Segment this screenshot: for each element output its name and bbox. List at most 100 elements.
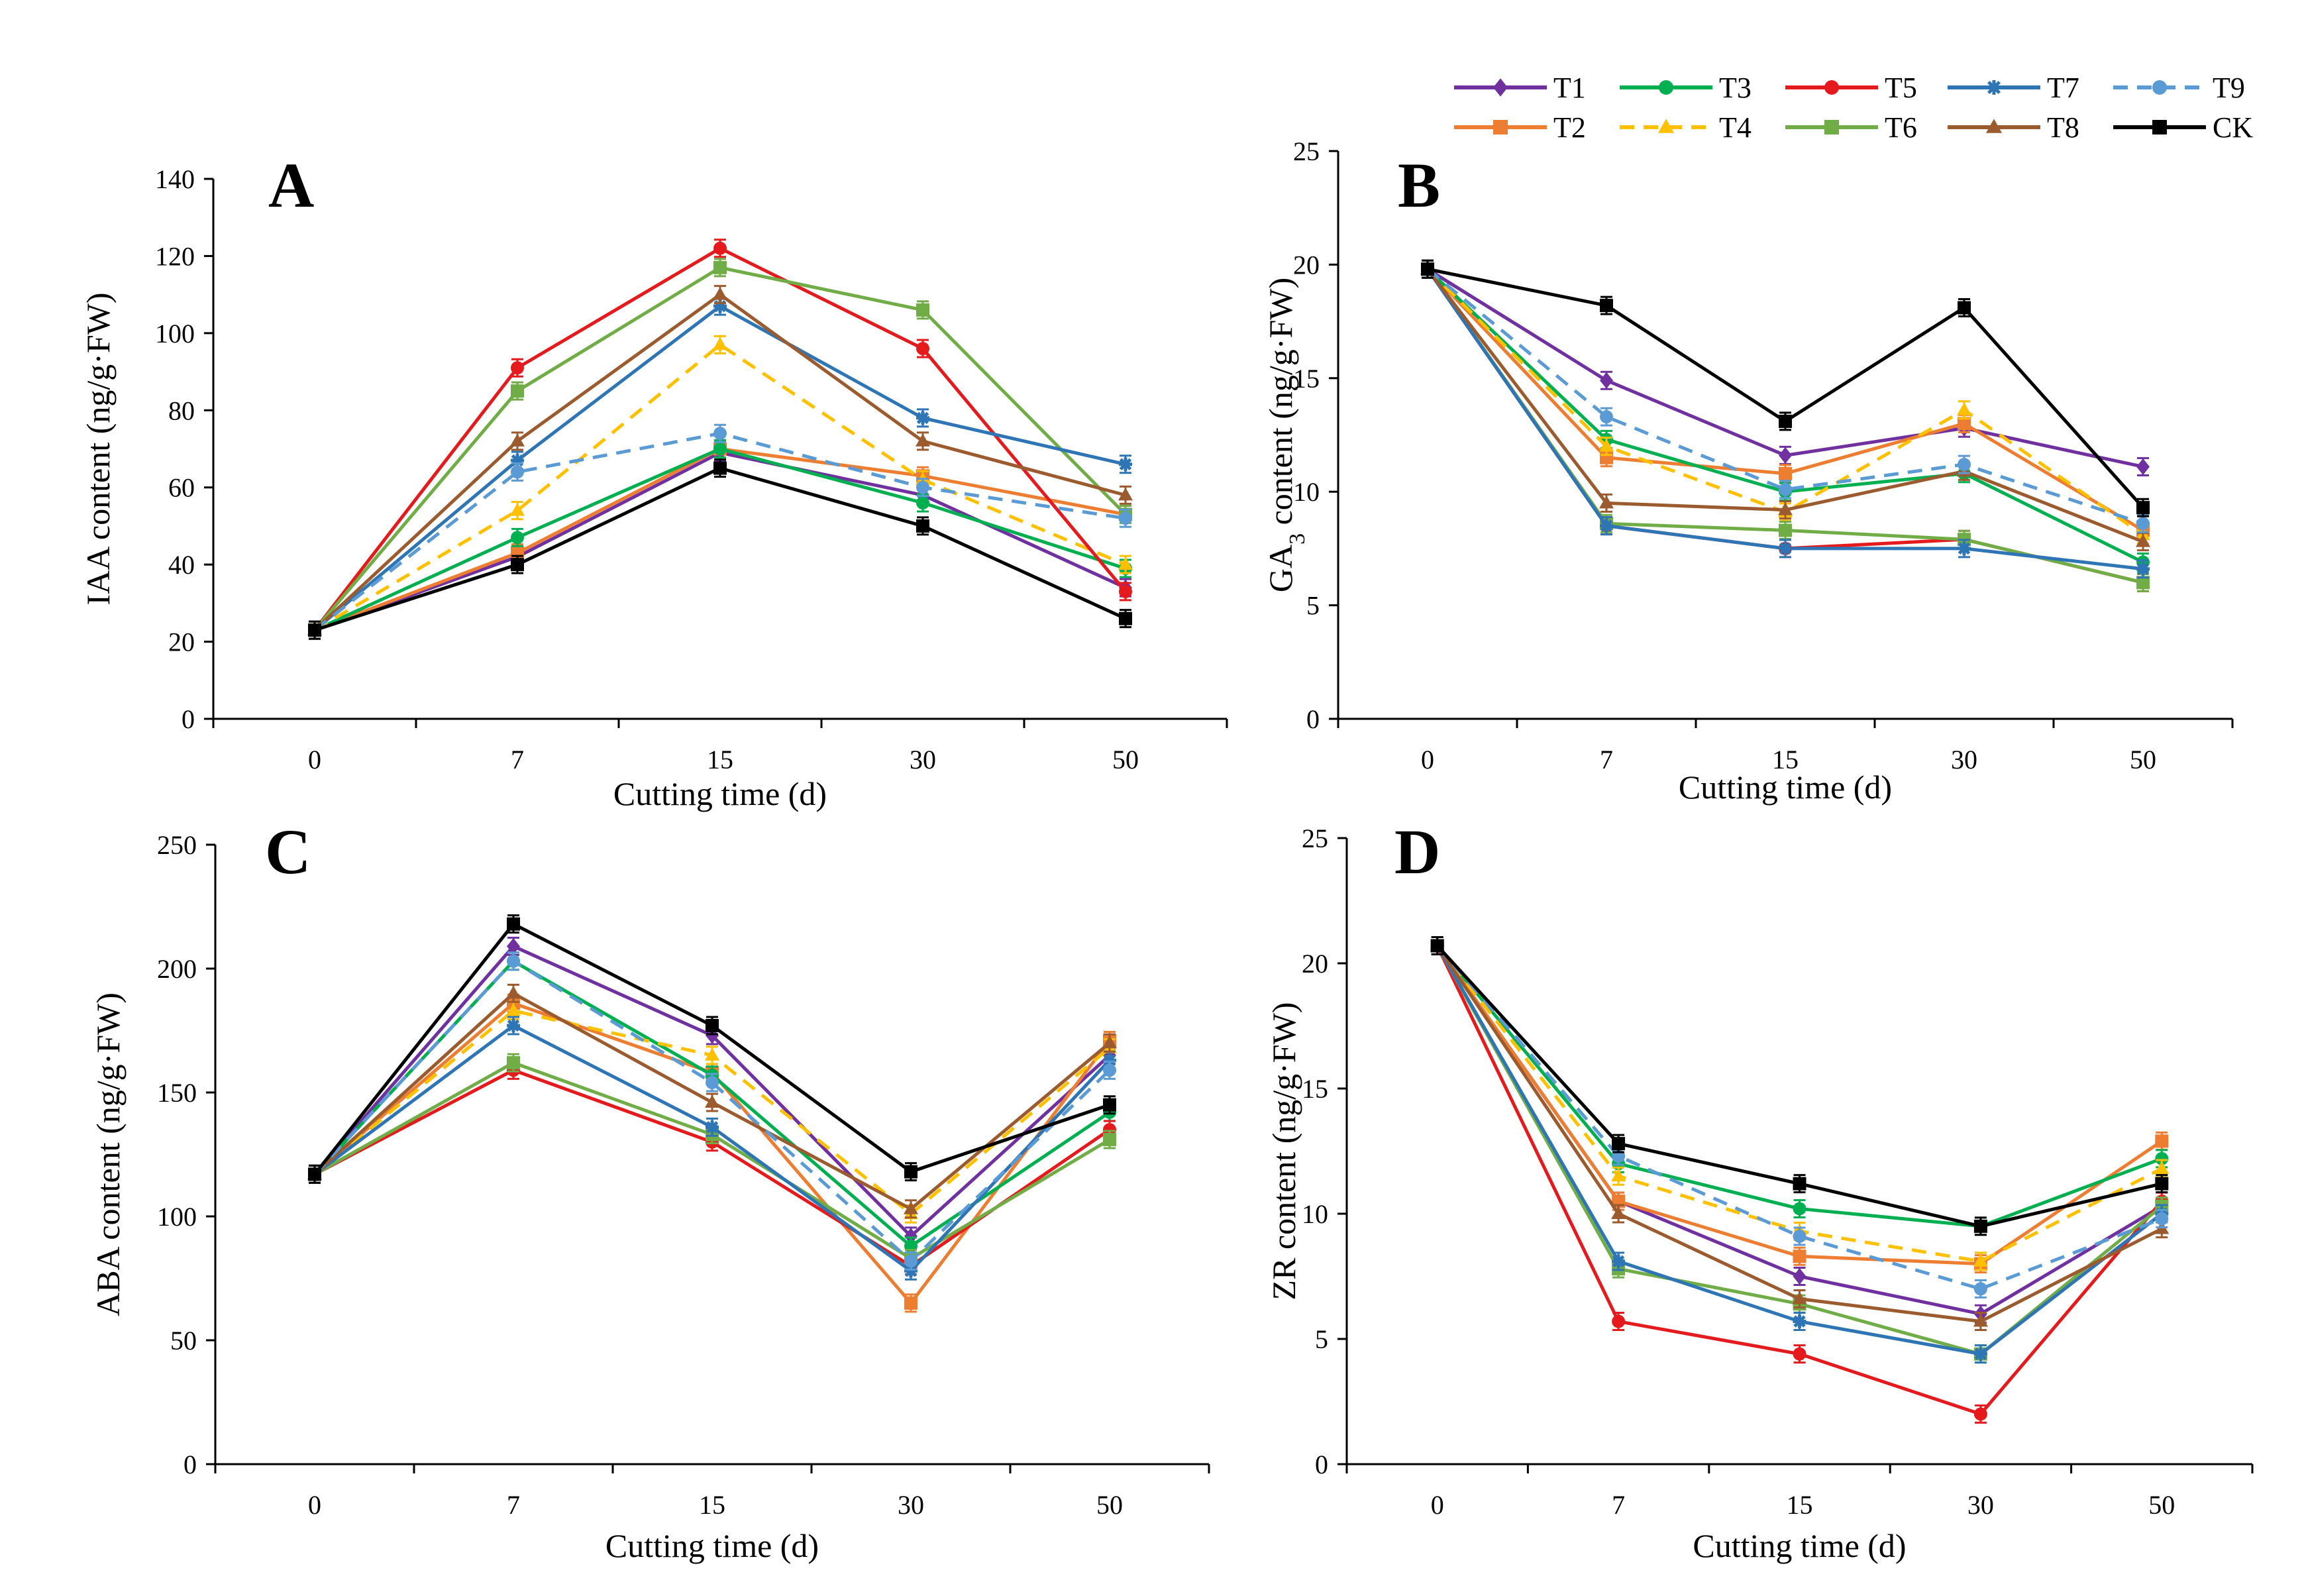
y-axis-title: GA3 content (ng/g·FW) <box>1262 278 1310 592</box>
legend-label: T7 <box>2047 72 2079 104</box>
data-point <box>511 453 524 467</box>
x-axis-title: Cutting time (d) <box>1693 1527 1906 1564</box>
x-tick-label: 0 <box>308 1490 321 1520</box>
x-tick-label: 30 <box>910 745 936 774</box>
y-tick-label: 20 <box>1302 949 1328 979</box>
panel-c: 0 50 100 150 200 250 0 7 15 30 50 Cutting time (d) A… <box>89 816 1210 1564</box>
data-point <box>705 1047 719 1061</box>
x-tick-label: 0 <box>308 745 321 774</box>
data-point <box>1119 584 1132 598</box>
data-point <box>904 1165 917 1179</box>
panel-label: C <box>265 816 311 887</box>
panel-b: 0 5 10 15 20 25 0 7 15 30 50 Cutting time (d) GA3 co… <box>1262 136 2234 806</box>
data-point <box>1793 1230 1807 1244</box>
data-point <box>713 442 727 456</box>
x-tick-label: 30 <box>898 1490 924 1520</box>
data-point <box>1103 1053 1116 1067</box>
data-point <box>916 496 929 509</box>
x-tick-label: 30 <box>1951 745 1977 774</box>
x-tick-label: 0 <box>1421 745 1434 774</box>
legend-entry-t9: T9 <box>2113 72 2245 104</box>
legend-label: T9 <box>2213 72 2245 104</box>
y-tick-label: 60 <box>168 473 195 503</box>
data-point <box>713 287 727 300</box>
legend-label: T2 <box>1553 111 1586 144</box>
legend-entry-t5: T5 <box>1785 72 1917 104</box>
y-tick-label: 25 <box>1293 136 1320 166</box>
y-axis-title: ZR content (ng/g·FW) <box>1265 1002 1302 1301</box>
data-point <box>511 384 524 398</box>
data-point <box>713 241 727 255</box>
legend-label: T6 <box>1885 111 1917 144</box>
legend-entry-t7: T7 <box>1948 72 2079 104</box>
legend-entry-t3: T3 <box>1620 72 1752 104</box>
data-point <box>2136 562 2150 576</box>
data-point <box>1958 458 1971 472</box>
legend-entry-t1: T1 <box>1454 72 1586 104</box>
x-axis-title: Cutting time (d) <box>1679 769 1892 806</box>
legend-entry-t8: T8 <box>1948 111 2079 144</box>
data-point <box>510 503 525 516</box>
y-tick-label: 20 <box>168 627 195 657</box>
data-point <box>507 917 520 931</box>
data-point <box>511 361 524 375</box>
data-point <box>904 1201 918 1214</box>
x-tick-label: 15 <box>699 1490 725 1520</box>
data-point <box>510 433 525 447</box>
legend-marker <box>2152 120 2167 134</box>
series-t8 <box>1420 259 2150 552</box>
panel-label: D <box>1394 816 1440 887</box>
data-point <box>1973 1282 1987 1296</box>
data-point <box>2155 1212 2169 1226</box>
data-point <box>1600 299 1613 313</box>
data-point <box>2155 1134 2169 1148</box>
legend-marker <box>1985 119 2003 133</box>
data-point <box>1973 1347 1987 1361</box>
data-point <box>2136 458 2150 475</box>
data-point <box>507 954 520 968</box>
y-axis-title: ABA content (ng/g·FW) <box>89 992 127 1316</box>
y-tick-label: 0 <box>183 1450 197 1479</box>
x-tick-label: 30 <box>1967 1490 1994 1520</box>
data-point <box>1102 1035 1117 1049</box>
data-point <box>1793 1250 1807 1263</box>
y-tick-label: 20 <box>1293 250 1320 280</box>
y-tick-label: 150 <box>157 1078 197 1108</box>
data-point <box>1792 1291 1807 1304</box>
y-tick-label: 15 <box>1302 1074 1328 1104</box>
data-point <box>1973 1314 1988 1327</box>
x-axis-title: Cutting time (d) <box>605 1527 819 1564</box>
panel-label: B <box>1398 150 1440 221</box>
legend-marker <box>1657 119 1675 133</box>
series-ck <box>1421 259 2150 517</box>
series-t9 <box>1430 936 2169 1299</box>
data-point <box>1793 1314 1807 1328</box>
legend-label: T5 <box>1885 72 1917 104</box>
data-point <box>1958 541 1971 555</box>
data-point <box>706 1120 719 1134</box>
data-point <box>511 531 524 545</box>
series-t9 <box>1421 259 2150 533</box>
panel-label: A <box>268 150 314 221</box>
x-axis-title: Cutting time (d) <box>613 775 827 812</box>
data-point <box>1957 402 1971 415</box>
series-ck <box>1430 936 2169 1236</box>
data-point <box>705 1094 719 1108</box>
y-axis-title: IAA content (ng/g·FW) <box>79 292 117 605</box>
x-tick-label: 7 <box>507 1490 520 1520</box>
legend-label: T8 <box>2047 111 2079 144</box>
y-tick-label: 140 <box>155 164 195 194</box>
legend-entry-ck: CK <box>2113 111 2253 144</box>
y-tick-label: 5 <box>1306 591 1320 621</box>
data-point <box>916 480 929 494</box>
y-tick-label: 15 <box>1293 364 1320 394</box>
y-tick-label: 120 <box>155 241 195 271</box>
legend-marker <box>1824 80 1839 95</box>
data-point <box>507 937 520 955</box>
data-point <box>1793 1268 1807 1285</box>
data-point <box>1779 414 1792 428</box>
data-point <box>1779 541 1792 555</box>
data-point <box>308 1167 321 1181</box>
data-point <box>2155 1177 2169 1191</box>
data-point <box>1599 439 1614 452</box>
